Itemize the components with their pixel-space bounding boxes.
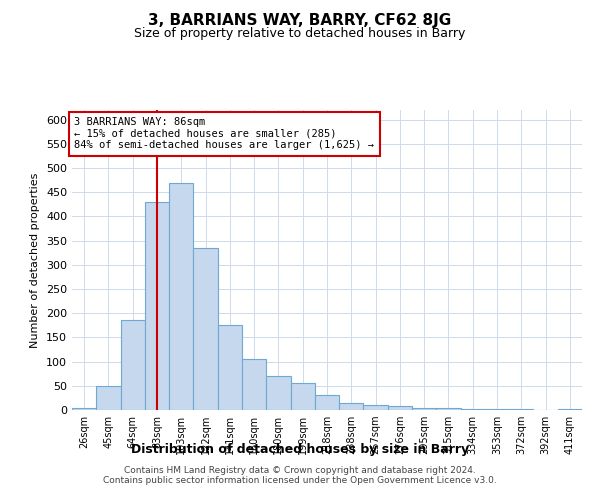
Bar	[364, 405, 388, 410]
Bar	[121, 320, 145, 410]
Bar	[412, 408, 436, 410]
Text: Distribution of detached houses by size in Barry: Distribution of detached houses by size …	[131, 444, 469, 456]
Bar	[145, 202, 169, 410]
Bar	[315, 396, 339, 410]
Text: 3 BARRIANS WAY: 86sqm
← 15% of detached houses are smaller (285)
84% of semi-det: 3 BARRIANS WAY: 86sqm ← 15% of detached …	[74, 118, 374, 150]
Y-axis label: Number of detached properties: Number of detached properties	[31, 172, 40, 348]
Bar	[266, 376, 290, 410]
Bar	[436, 408, 461, 410]
Bar	[193, 248, 218, 410]
Text: Size of property relative to detached houses in Barry: Size of property relative to detached ho…	[134, 28, 466, 40]
Bar	[388, 406, 412, 410]
Bar	[96, 386, 121, 410]
Bar	[218, 326, 242, 410]
Text: 3, BARRIANS WAY, BARRY, CF62 8JG: 3, BARRIANS WAY, BARRY, CF62 8JG	[148, 12, 452, 28]
Text: Contains HM Land Registry data © Crown copyright and database right 2024.
Contai: Contains HM Land Registry data © Crown c…	[103, 466, 497, 485]
Bar	[290, 384, 315, 410]
Bar	[339, 402, 364, 410]
Bar	[72, 408, 96, 410]
Bar	[558, 409, 582, 410]
Bar	[509, 409, 533, 410]
Bar	[242, 359, 266, 410]
Bar	[169, 182, 193, 410]
Bar	[461, 408, 485, 410]
Bar	[485, 409, 509, 410]
